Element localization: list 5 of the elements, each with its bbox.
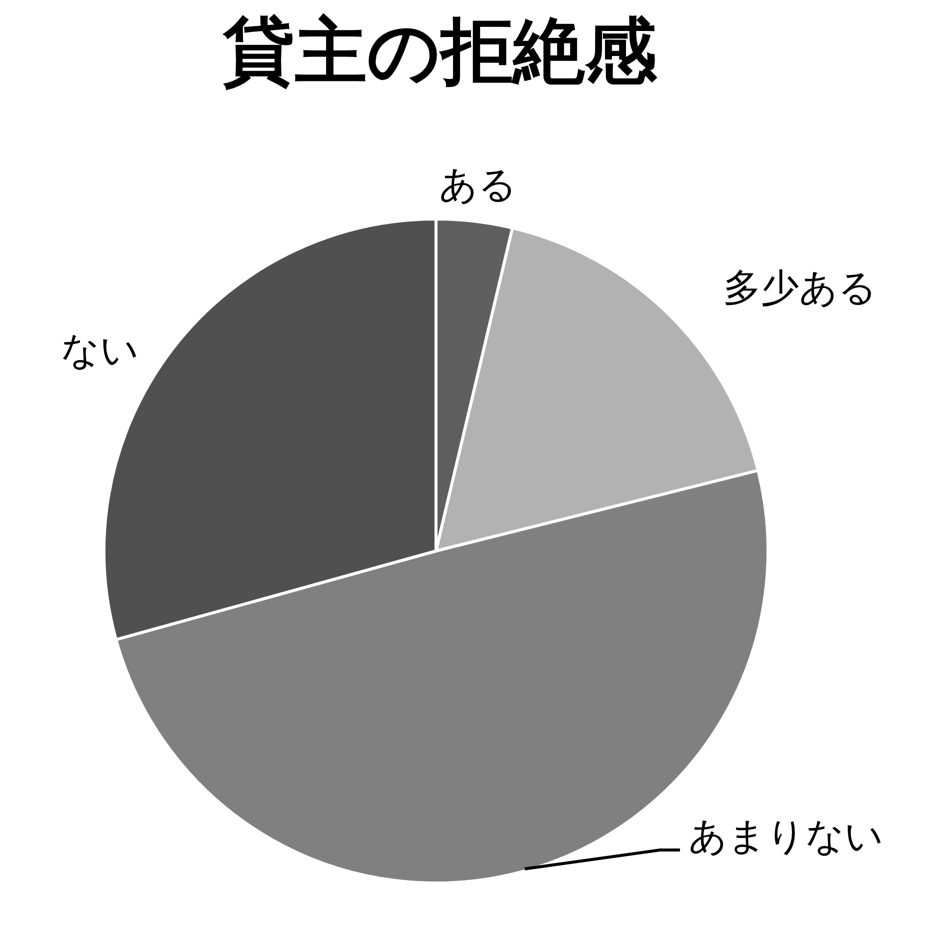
slice-label: ある	[438, 162, 517, 206]
slice-label: 多少ある	[723, 265, 878, 310]
slice-label: ない	[60, 328, 139, 372]
slice-label: あまりない	[688, 814, 884, 858]
chart-title: 貸主の拒絶感	[222, 9, 658, 93]
